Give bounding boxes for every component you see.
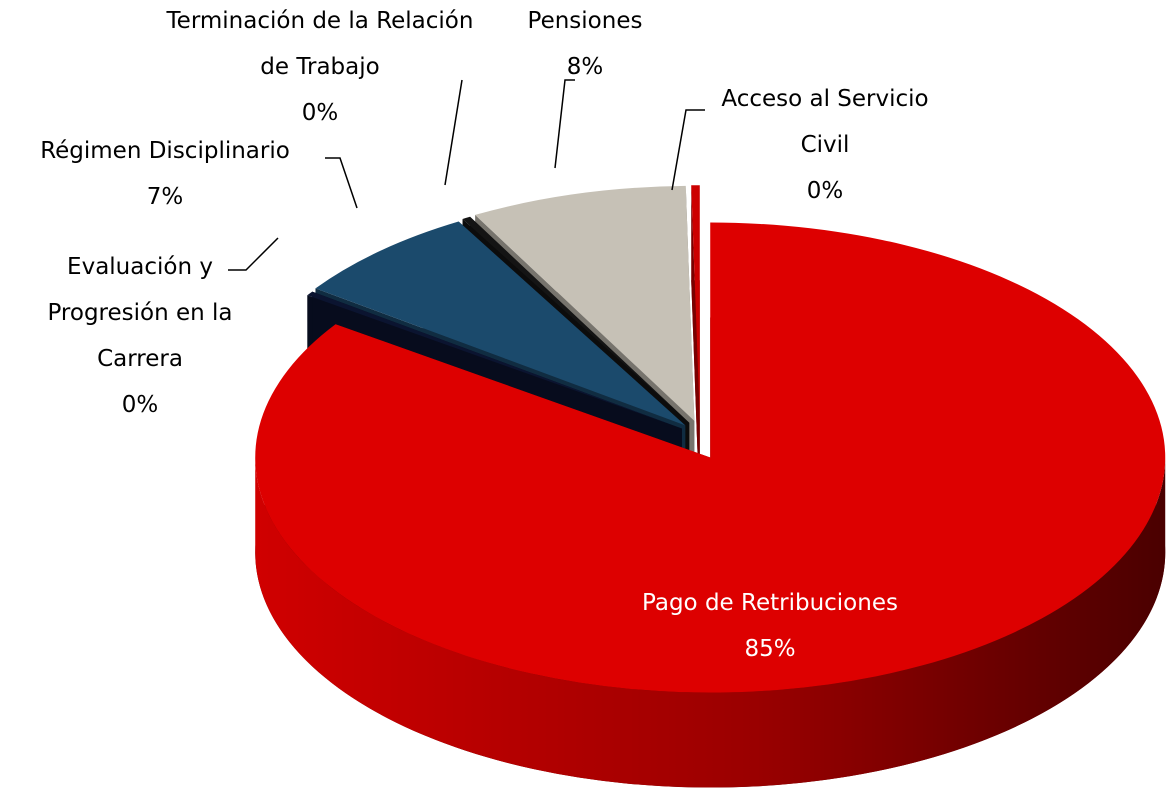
slice-outer-wall bbox=[255, 457, 1166, 788]
slice-label: Acceso al Servicio Civil bbox=[721, 86, 929, 158]
slice-value-label: 85% bbox=[744, 636, 796, 662]
slice-value-label: 8% bbox=[566, 54, 604, 80]
slice-label: Terminación de la Relación de Trabajo bbox=[166, 8, 474, 80]
slice-label: Pensiones bbox=[527, 8, 643, 34]
leader-line bbox=[444, 79, 463, 186]
slice-label: Evaluación y Progresión en la Carrera bbox=[47, 254, 233, 372]
slice bbox=[462, 216, 690, 423]
slice bbox=[307, 291, 683, 429]
slice-label: Régimen Disciplinario bbox=[40, 138, 290, 164]
slices bbox=[255, 185, 1166, 788]
slice-value-label: 0% bbox=[806, 178, 844, 204]
leader-line bbox=[228, 237, 279, 271]
slice-value-label: 7% bbox=[146, 184, 184, 210]
slice-label: Pago de Retribuciones bbox=[642, 590, 898, 616]
leader-line bbox=[554, 79, 575, 169]
slice bbox=[315, 221, 686, 426]
slice bbox=[691, 185, 700, 421]
leader-line bbox=[325, 157, 358, 209]
slice bbox=[475, 185, 695, 421]
slice-value-label: 0% bbox=[121, 392, 159, 418]
leader-line bbox=[671, 109, 705, 191]
slice-radial-wall bbox=[691, 185, 700, 516]
slice bbox=[255, 222, 1166, 693]
slice-value-label: 0% bbox=[301, 100, 339, 126]
